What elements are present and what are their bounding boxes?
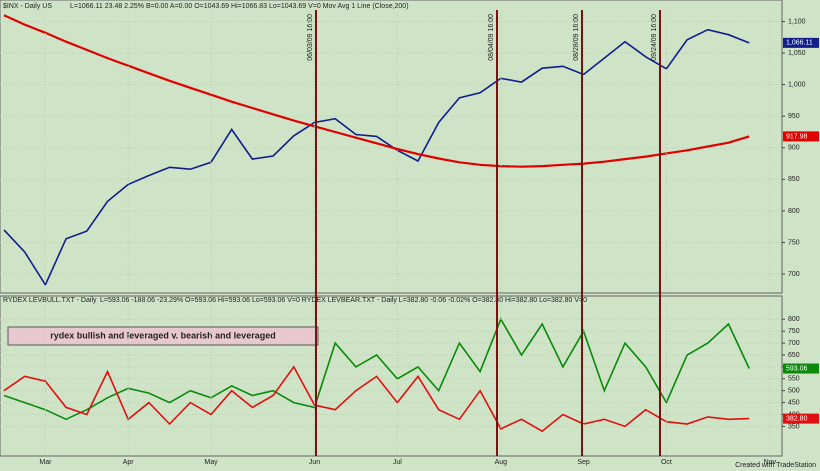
y-tick-label: 800 xyxy=(788,208,800,215)
indicator-panel xyxy=(0,295,783,457)
series-line xyxy=(3,365,750,433)
y-tick-label: 950 xyxy=(788,113,800,120)
x-tick-label: Sep xyxy=(577,459,590,466)
y-tick-label: 850 xyxy=(788,176,800,183)
series-line xyxy=(3,28,750,287)
last-value-box xyxy=(783,131,819,142)
last-value-box xyxy=(783,413,819,424)
x-tick-label: Mar xyxy=(39,459,52,466)
last-value-box xyxy=(783,363,819,374)
indicator-header: L=593.06 -188.06 -23.29% O=593.06 Hi=593… xyxy=(100,297,587,304)
y-tick-label: 750 xyxy=(788,328,800,335)
y-tick-label: 1,050 xyxy=(788,50,806,57)
x-tick-label: Jul xyxy=(393,459,402,466)
y-tick-label: 1,100 xyxy=(788,18,806,25)
price-panel xyxy=(0,0,783,294)
y-tick-label: 800 xyxy=(788,316,800,323)
last-value-label: 1,066.11 xyxy=(786,40,813,47)
last-value-box xyxy=(783,37,819,48)
price-title: $INX - Daily US xyxy=(3,3,52,10)
x-tick-label: May xyxy=(204,459,218,466)
y-tick-label: 750 xyxy=(788,239,800,246)
footer: Created with TradeStation xyxy=(735,462,816,469)
event-label: 06/03/09 16:00 xyxy=(307,14,314,61)
y-tick-label: 650 xyxy=(788,352,800,359)
x-tick-label: Jun xyxy=(309,459,320,466)
price-header: L=1066.11 23.48 2.25% B=0.00 A=0.00 O=10… xyxy=(70,3,409,10)
y-tick-label: 500 xyxy=(788,388,800,395)
x-tick-label: Oct xyxy=(661,459,672,466)
indicator-title: RYDEX LEVBULL.TXT - Daily xyxy=(3,297,97,304)
y-tick-label: 700 xyxy=(788,340,800,347)
annotation-text: rydex bullish and leveraged v. bearish a… xyxy=(50,330,275,340)
y-tick-label: 450 xyxy=(788,399,800,406)
x-tick-label: Apr xyxy=(123,459,135,466)
y-tick-label: 700 xyxy=(788,271,800,278)
y-tick-label: 1,000 xyxy=(788,81,806,88)
last-value-label: 917.98 xyxy=(786,133,808,140)
last-value-label: 382.80 xyxy=(786,415,808,422)
x-tick-label: Nov xyxy=(764,459,777,466)
event-label: 08/04/09 16:00 xyxy=(488,14,495,61)
y-tick-label: 900 xyxy=(788,145,800,152)
series-line xyxy=(3,14,750,168)
y-tick-label: 550 xyxy=(788,376,800,383)
x-tick-label: Aug xyxy=(495,459,508,466)
event-label: 09/24/09 16:00 xyxy=(651,14,658,61)
y-tick-label: 350 xyxy=(788,423,800,430)
event-label: 08/28/09 16:00 xyxy=(573,14,580,61)
last-value-label: 593.06 xyxy=(786,365,808,372)
